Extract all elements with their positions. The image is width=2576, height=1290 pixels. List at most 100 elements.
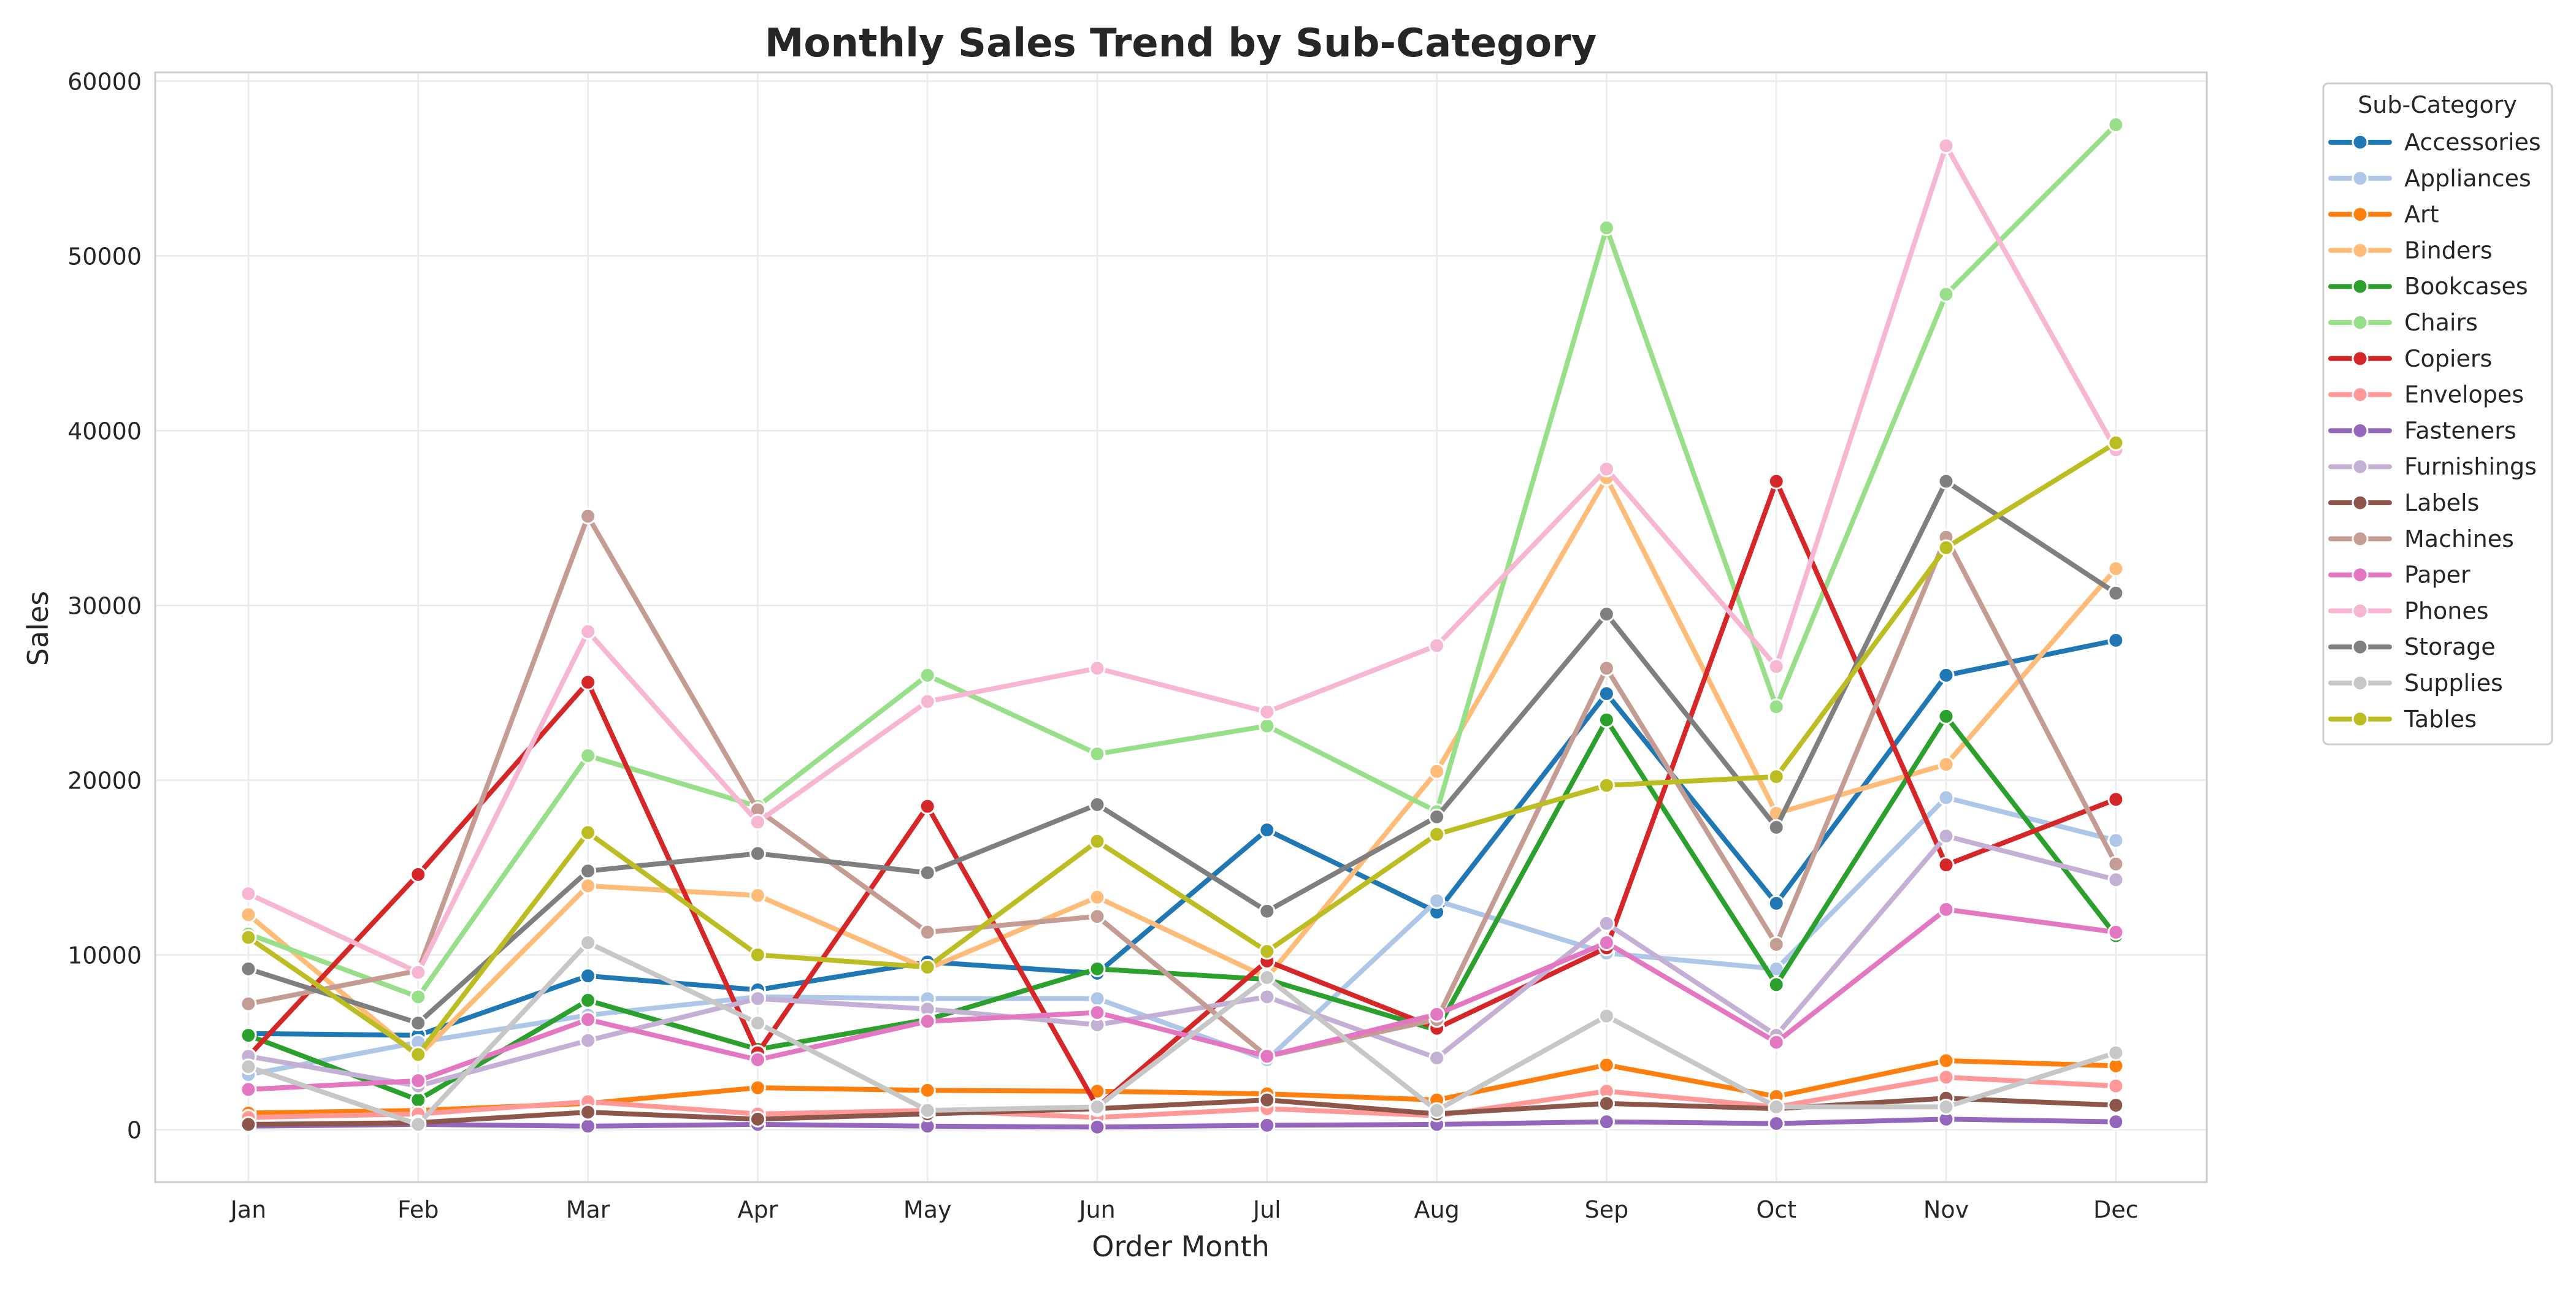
legend-item-bookcases: Bookcases bbox=[2328, 273, 2528, 300]
data-point-paper bbox=[919, 1013, 936, 1030]
legend-marker bbox=[2352, 494, 2369, 511]
series-layer bbox=[240, 116, 2125, 1135]
legend-item-accessories: Accessories bbox=[2328, 129, 2541, 156]
legend-item-phones: Phones bbox=[2328, 597, 2489, 624]
legend-marker bbox=[2352, 567, 2369, 584]
data-point-machines bbox=[1598, 660, 1615, 677]
legend-label: Storage bbox=[2404, 633, 2496, 660]
series-line-fasteners bbox=[246, 1116, 2118, 1130]
data-point-paper bbox=[749, 1051, 766, 1068]
data-point-furnishings bbox=[580, 1032, 597, 1049]
x-tick-label: Jun bbox=[1078, 1196, 1115, 1223]
legend-label: Labels bbox=[2404, 489, 2479, 516]
data-point-furnishings bbox=[1598, 915, 1615, 932]
data-point-storage bbox=[240, 960, 257, 977]
data-point-machines bbox=[2107, 855, 2125, 872]
data-point-paper bbox=[1768, 1034, 1785, 1051]
data-point-accessories bbox=[1259, 822, 1276, 839]
data-point-appliances bbox=[1938, 789, 1955, 806]
data-point-art bbox=[919, 1082, 936, 1099]
data-point-furnishings bbox=[749, 990, 766, 1007]
data-point-storage bbox=[410, 1015, 427, 1032]
series-line-phones bbox=[246, 143, 2118, 975]
legend-item-storage: Storage bbox=[2328, 633, 2496, 660]
x-tick-label: Oct bbox=[1756, 1196, 1796, 1223]
series-line-supplies bbox=[246, 940, 2118, 1127]
legend-marker bbox=[2352, 638, 2369, 655]
legend-label: Accessories bbox=[2404, 129, 2541, 156]
data-point-paper bbox=[580, 1011, 597, 1028]
data-point-paper bbox=[1598, 934, 1615, 951]
data-point-accessories bbox=[1938, 666, 1955, 684]
legend-label: Paper bbox=[2404, 562, 2471, 589]
data-point-appliances bbox=[1428, 892, 1446, 909]
legend: Sub-Category Accessories Appliances Art Bin… bbox=[2322, 82, 2553, 746]
legend-item-machines: Machines bbox=[2328, 525, 2514, 552]
data-point-storage bbox=[1089, 796, 1106, 813]
data-point-machines bbox=[580, 508, 597, 525]
data-point-appliances bbox=[1089, 990, 1106, 1007]
data-point-fasteners bbox=[1089, 1118, 1106, 1135]
data-point-storage bbox=[580, 863, 597, 880]
data-point-phones bbox=[580, 623, 597, 640]
data-point-phones bbox=[1089, 660, 1106, 677]
series-line-paper bbox=[246, 907, 2118, 1092]
y-axis-label: Sales bbox=[21, 591, 55, 666]
data-point-bookcases bbox=[1089, 960, 1106, 977]
data-point-bookcases bbox=[1598, 711, 1615, 728]
data-point-tables bbox=[1768, 768, 1785, 785]
data-point-paper bbox=[1938, 901, 1955, 918]
legend-item-furnishings: Furnishings bbox=[2328, 453, 2537, 480]
series-storage bbox=[240, 473, 2125, 1032]
x-tick-label: Jan bbox=[229, 1196, 267, 1223]
data-point-phones bbox=[1428, 637, 1446, 654]
data-point-chairs bbox=[1598, 219, 1615, 237]
y-tick-label: 0 bbox=[127, 1116, 142, 1143]
data-point-copiers bbox=[580, 674, 597, 691]
data-point-paper bbox=[240, 1081, 257, 1098]
series-furnishings bbox=[240, 828, 2125, 1094]
data-point-tables bbox=[1938, 539, 1955, 556]
data-point-copiers bbox=[1938, 857, 1955, 874]
series-line-chairs bbox=[246, 122, 2118, 999]
legend-label: Binders bbox=[2404, 237, 2493, 264]
data-point-storage bbox=[1598, 606, 1615, 623]
series-line-envelopes bbox=[246, 1075, 2118, 1120]
legend-marker bbox=[2352, 206, 2369, 223]
series-line-furnishings bbox=[246, 833, 2118, 1089]
data-point-supplies bbox=[1598, 1007, 1615, 1025]
y-tick-label: 30000 bbox=[67, 592, 142, 619]
legend-label: Envelopes bbox=[2404, 381, 2524, 408]
legend-label: Art bbox=[2404, 201, 2439, 228]
data-point-fasteners bbox=[1768, 1115, 1785, 1132]
series-supplies bbox=[240, 934, 2125, 1133]
data-point-labels bbox=[240, 1116, 257, 1133]
data-point-furnishings bbox=[2107, 871, 2125, 888]
data-point-storage bbox=[1938, 473, 1955, 490]
y-tick-label: 50000 bbox=[67, 243, 142, 270]
data-point-paper bbox=[2107, 923, 2125, 941]
data-point-phones bbox=[749, 814, 766, 831]
x-tick-label: Aug bbox=[1414, 1196, 1459, 1223]
data-point-storage bbox=[919, 864, 936, 881]
legend-item-envelopes: Envelopes bbox=[2328, 381, 2524, 408]
data-point-fasteners bbox=[580, 1118, 597, 1135]
data-point-supplies bbox=[1938, 1098, 1955, 1115]
data-point-supplies bbox=[1259, 969, 1276, 987]
legend-label: Furnishings bbox=[2404, 453, 2537, 480]
legend-item-labels: Labels bbox=[2328, 489, 2479, 516]
data-point-chairs bbox=[919, 666, 936, 684]
legend-item-supplies: Supplies bbox=[2328, 670, 2503, 697]
data-point-phones bbox=[1598, 460, 1615, 478]
data-point-tables bbox=[1089, 833, 1106, 850]
legend-label: Bookcases bbox=[2404, 273, 2528, 300]
data-point-furnishings bbox=[1428, 1050, 1446, 1067]
legend-item-appliances: Appliances bbox=[2328, 165, 2531, 192]
series-phones bbox=[240, 137, 2125, 981]
axes: 0 10000 20000 30000 40000 50000 60000 Jan Feb Mar… bbox=[67, 68, 2138, 1223]
series-line-storage bbox=[246, 479, 2118, 1026]
data-point-copiers bbox=[1768, 473, 1785, 490]
legend-marker bbox=[2352, 386, 2369, 403]
